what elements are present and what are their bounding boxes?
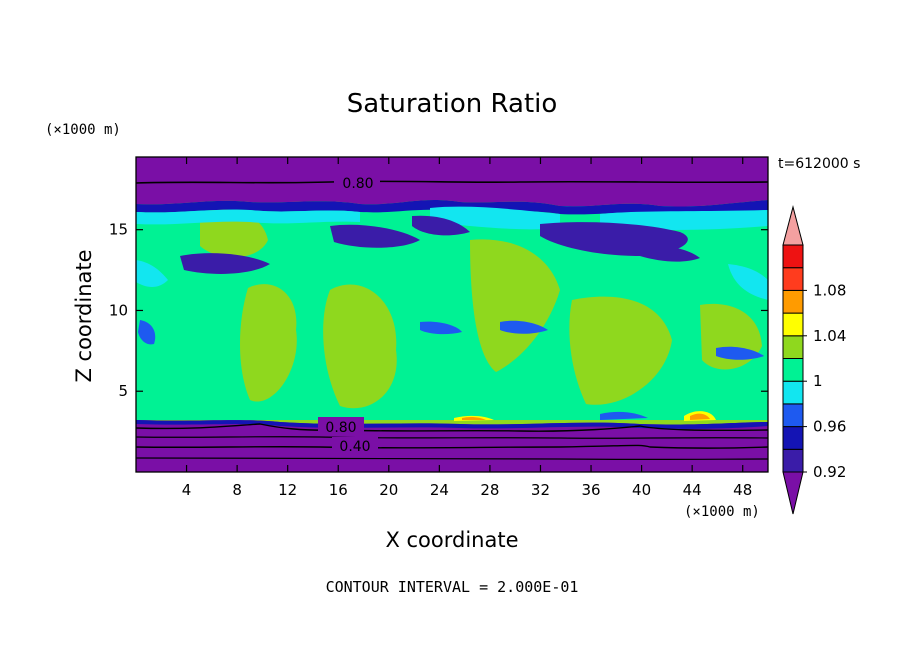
x-tick-label: 32 — [531, 481, 550, 499]
colorbar-swatch — [782, 358, 804, 382]
contour-line-lower-080 — [136, 423, 768, 432]
x-tick-label: 36 — [581, 481, 600, 499]
time-label: t=612000 s — [778, 156, 860, 172]
x-tick-label: 44 — [683, 481, 702, 499]
y-tick-label: 5 — [118, 382, 128, 400]
colorbar-tick-label: 0.92 — [813, 463, 846, 481]
contour-line-upper-080 — [136, 180, 768, 184]
colorbar-tick-label: 1.04 — [813, 327, 846, 345]
colorbar-swatch — [782, 448, 804, 473]
colorbar-tick-label: 1.08 — [813, 281, 846, 299]
contour-label-bg — [318, 417, 364, 433]
y-tick-label: 15 — [109, 221, 128, 239]
x-tick-label: 24 — [430, 481, 449, 499]
y-axis-title: Z coordinate — [72, 249, 96, 382]
colorbar-swatch — [782, 267, 804, 291]
chart-title: Saturation Ratio — [347, 89, 558, 119]
contour-label-upper: 0.80 — [342, 176, 373, 192]
colorbar-swatch — [782, 289, 804, 314]
z-unit-label: (×1000 m) — [45, 122, 121, 138]
colorbar-swatch — [782, 312, 804, 337]
x-tick-label: 40 — [632, 481, 651, 499]
colorbar-tick-label: 1 — [813, 372, 823, 390]
x-tick-label: 48 — [733, 481, 752, 499]
colorbar-tick-label: 0.96 — [813, 418, 846, 436]
field-lower-blue — [136, 420, 768, 429]
colorbar-swatch — [782, 380, 804, 405]
y-tick-label: 10 — [109, 301, 128, 319]
x-tick-label: 4 — [182, 481, 192, 499]
field-upper-blobs — [180, 215, 700, 274]
field-cyan-patches — [136, 206, 768, 300]
x-axis-ticks: 4 8 12 16 20 24 28 32 36 40 44 48 — [182, 157, 752, 499]
plot-frame — [135, 156, 769, 473]
colorbar-over-triangle — [782, 205, 804, 246]
x-tick-label: 12 — [278, 481, 297, 499]
x-tick-label: 16 — [329, 481, 348, 499]
x-tick-label: 8 — [232, 481, 242, 499]
contour-interval-note: CONTOUR INTERVAL = 2.000E-01 — [326, 578, 579, 596]
x-tick-label: 28 — [480, 481, 499, 499]
x-unit-label: (×1000 m) — [684, 504, 760, 520]
contour-label-mid: 0.80 — [325, 420, 356, 436]
contour-line-lower-040 — [136, 444, 768, 449]
contour-line-lower-020 — [136, 457, 768, 461]
colorbar-swatch — [782, 244, 804, 269]
contour-label-bg — [332, 437, 378, 453]
colorbar: 0.92 0.96 1 1.04 1.08 — [782, 205, 846, 515]
contour-line-lower-060 — [136, 436, 768, 439]
colorbar-swatch — [782, 426, 804, 450]
contour-label-bg — [334, 172, 380, 190]
y-axis-ticks: 5 10 15 — [109, 221, 768, 400]
colorbar-under-triangle — [782, 471, 804, 515]
field-turquoise — [136, 206, 768, 420]
field-warm-spots — [454, 411, 716, 421]
contour-label-lower: 0.40 — [339, 439, 370, 455]
x-tick-label: 20 — [379, 481, 398, 499]
colorbar-swatch — [782, 335, 804, 359]
colorbar-swatch — [782, 403, 804, 428]
plot-field: 0.80 0.80 0.40 — [136, 157, 768, 472]
x-axis-title: X coordinate — [385, 528, 518, 552]
